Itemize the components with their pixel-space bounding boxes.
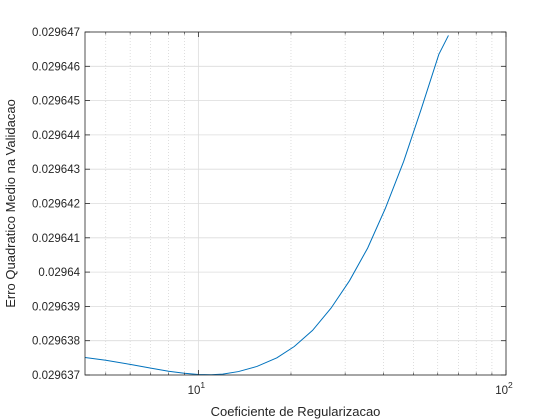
y-tick-label: 0.029642 xyxy=(32,199,80,211)
y-tick-label: 0.029644 xyxy=(32,130,81,142)
y-tick-label: 0.029647 xyxy=(32,27,80,39)
x-tick-exponent: 1 xyxy=(200,380,205,390)
y-tick-label: 0.029645 xyxy=(32,96,80,108)
y-tick-label: 0.02964 xyxy=(38,267,80,279)
y-axis-label: Erro Quadratico Medio na Validacao xyxy=(3,99,18,308)
x-axis-label: Coeficiente de Regularizacao xyxy=(211,404,381,419)
y-tick-label: 0.029637 xyxy=(32,370,80,382)
y-tick-label: 0.029639 xyxy=(32,301,80,313)
y-tick-label: 0.029641 xyxy=(32,233,80,245)
y-tick-label: 0.029638 xyxy=(32,336,80,348)
x-tick-exponent: 2 xyxy=(508,380,513,390)
y-tick-label: 0.029646 xyxy=(32,61,80,73)
y-tick-label: 0.029643 xyxy=(32,164,80,176)
